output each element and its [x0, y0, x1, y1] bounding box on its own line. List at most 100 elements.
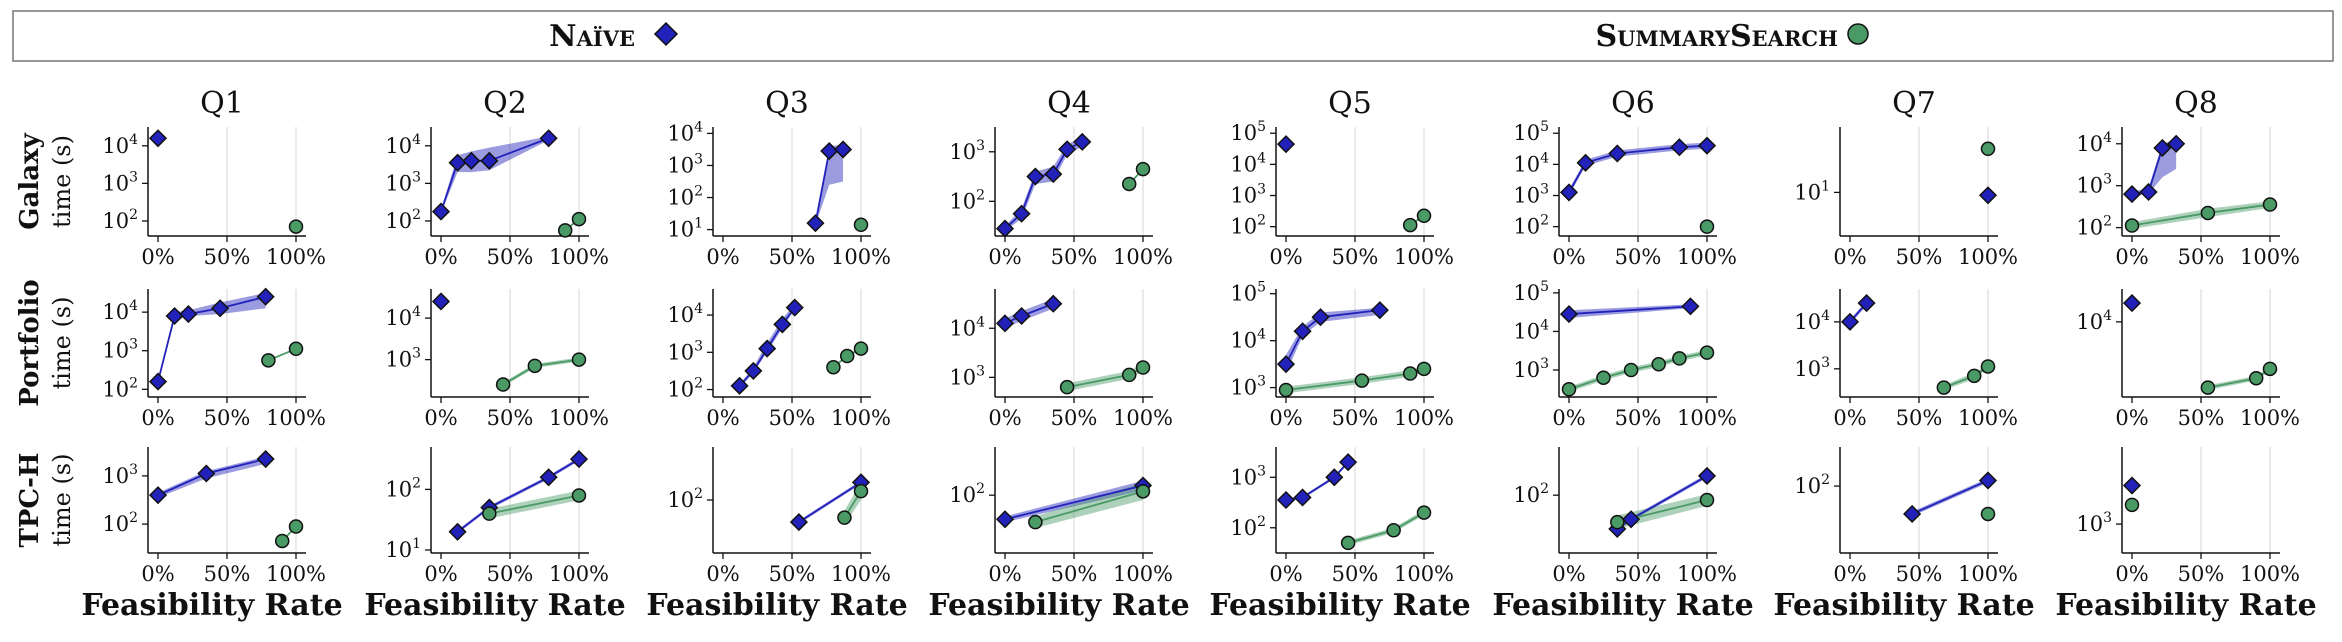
y-tick-label: 103: [949, 363, 985, 389]
naive-point: [1293, 322, 1312, 341]
x-tick-label: 100%: [1677, 245, 1737, 269]
summarysearch-point: [1416, 361, 1432, 377]
panel-galaxy-q8: 0% 50% 100% 102 103 104: [2076, 127, 2300, 269]
y-tick-label: 104: [1794, 308, 1830, 334]
summarysearch-point: [2262, 361, 2278, 377]
y-tick-label: 101: [1794, 178, 1830, 204]
naive-point: [1697, 466, 1717, 485]
x-tick-label: 0%: [1833, 406, 1866, 430]
naive-point: [256, 287, 275, 306]
naive-band: [158, 292, 266, 384]
naive-point: [539, 468, 558, 487]
naive-point: [1276, 355, 1296, 374]
x-tick-label: 100%: [831, 406, 891, 430]
naive-point: [1903, 504, 1922, 524]
naive-point: [448, 522, 467, 541]
naive-point: [730, 376, 749, 395]
naive-point: [1325, 468, 1344, 487]
y-tick-label: 103: [1230, 374, 1266, 400]
x-tick-label: 100%: [1113, 245, 1173, 269]
x-axis-label: Feasibility Rate: [928, 588, 1189, 623]
x-tick-label: 50%: [1615, 406, 1662, 430]
summarysearch-point: [1416, 505, 1432, 520]
row-sublabel-0: time (s): [48, 135, 76, 228]
x-tick-label: 0%: [988, 406, 1021, 430]
summarysearch-point: [1980, 141, 1996, 157]
x-tick-label: 100%: [1394, 245, 1454, 269]
summarysearch-point: [1059, 379, 1075, 395]
summarysearch-point: [557, 223, 573, 238]
panel-galaxy-q5: 0% 50% 100% 102 103 104 105: [1230, 119, 1454, 269]
y-tick-label: 103: [1230, 182, 1266, 208]
summarysearch-point: [495, 377, 511, 392]
y-tick-label: 104: [667, 119, 703, 145]
summarysearch-band: [1348, 510, 1424, 546]
summarysearch-point: [261, 353, 276, 368]
y-tick-label: 105: [1513, 279, 1549, 305]
summarysearch-point: [826, 359, 841, 375]
naive-point: [995, 314, 1015, 333]
x-tick-label: 50%: [487, 245, 534, 269]
x-tick-label: 50%: [204, 245, 251, 269]
legend-marker-naive: [653, 21, 679, 47]
x-tick-label: 100%: [2240, 406, 2300, 430]
panel-portfolio-q8: 0% 50% 100% 104: [2076, 289, 2300, 430]
y-tick-label: 101: [385, 536, 421, 562]
summarysearch-point: [2262, 197, 2278, 212]
summarysearch-band: [1035, 482, 1143, 528]
legend-marker-summarysearch: [1847, 23, 1869, 45]
naive-point: [1276, 135, 1296, 154]
x-axis-label: Feasibility Rate: [1209, 588, 1470, 623]
y-tick-label: 102: [102, 510, 138, 536]
summarysearch-point: [1402, 217, 1418, 233]
naive-point: [806, 214, 825, 233]
naive-point: [2153, 138, 2172, 158]
naive-band: [1569, 304, 1691, 318]
x-tick-label: 50%: [1896, 406, 1943, 430]
naive-point: [569, 450, 589, 469]
naive-point: [462, 151, 481, 170]
naive-point: [148, 129, 168, 148]
x-tick-label: 100%: [1394, 406, 1454, 430]
naive-point: [148, 372, 168, 391]
summarysearch-point: [1121, 367, 1137, 383]
summarysearch-point: [853, 483, 869, 499]
x-tick-label: 0%: [424, 406, 457, 430]
x-axis-label: Feasibility Rate: [646, 588, 907, 623]
x-tick-label: 100%: [266, 245, 326, 269]
x-tick-label: 50%: [1615, 562, 1662, 586]
panel-galaxy-q3: 0% 50% 100% 101 102 103 104: [667, 119, 891, 269]
naive-point: [2122, 294, 2142, 313]
x-tick-label: 0%: [2115, 245, 2148, 269]
y-tick-label: 103: [102, 337, 138, 363]
x-tick-label: 100%: [1113, 406, 1173, 430]
y-tick-label: 103: [667, 338, 703, 364]
naive-point: [1608, 144, 1627, 163]
x-tick-label: 0%: [988, 562, 1021, 586]
x-tick-label: 50%: [1051, 245, 1098, 269]
column-title-q2: Q2: [483, 86, 527, 121]
y-tick-label: 104: [1513, 317, 1549, 343]
naive-band: [441, 136, 549, 214]
summarysearch-point: [2248, 370, 2264, 386]
naive-point: [179, 305, 198, 324]
y-tick-label: 105: [1230, 119, 1266, 145]
x-tick-label: 50%: [769, 562, 816, 586]
naive-band: [1005, 480, 1143, 523]
y-tick-label: 102: [102, 375, 138, 401]
naive-point: [1370, 301, 1389, 320]
legend-box: [12, 10, 2334, 62]
column-title-q3: Q3: [765, 86, 809, 121]
panel-portfolio-q6: 0% 50% 100% 103 104 105: [1513, 279, 1737, 430]
y-tick-label: 103: [102, 462, 138, 488]
summarysearch-point: [1966, 368, 1982, 384]
y-tick-label: 103: [385, 346, 421, 372]
column-title-q6: Q6: [1611, 86, 1655, 121]
naive-point: [1058, 140, 1077, 159]
panel-portfolio-q2: 0% 50% 100% 103 104: [385, 289, 609, 430]
panel-galaxy-q1: 0% 50% 100% 102 103 104: [102, 127, 326, 269]
x-tick-label: 0%: [988, 245, 1021, 269]
x-tick-label: 50%: [204, 406, 251, 430]
row-label-tpc-h: TPC-H: [15, 453, 45, 548]
